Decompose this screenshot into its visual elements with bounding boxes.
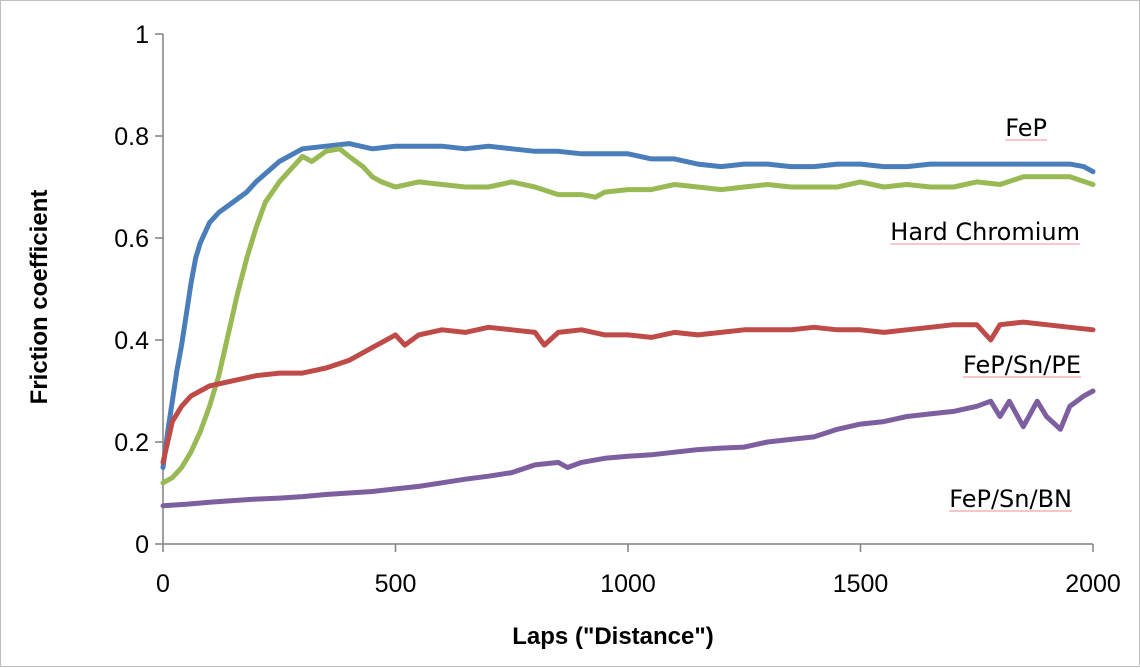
x-axis-title: Laps ("Distance") bbox=[512, 623, 713, 650]
chart-axes bbox=[162, 34, 1093, 545]
x-tick-label: 500 bbox=[375, 570, 417, 598]
series-layer bbox=[160, 141, 1096, 509]
y-tick-label: 1 bbox=[135, 21, 149, 49]
x-tick-label: 2000 bbox=[1065, 570, 1121, 598]
y-ticks: 0 0.2 0.4 0.6 0.8 1 bbox=[114, 21, 163, 559]
series-line-hard-chromium bbox=[160, 146, 1096, 486]
y-tick-label: 0 bbox=[135, 531, 149, 559]
y-tick-label: 0.2 bbox=[114, 429, 149, 457]
series-label-fep: FeP bbox=[1005, 114, 1047, 142]
series-label-fep-sn-pe: FeP/Sn/PE bbox=[963, 351, 1081, 379]
y-tick-label: 0.6 bbox=[114, 225, 149, 253]
series-line-fep-sn-pe bbox=[160, 319, 1096, 465]
y-tick-label: 0.4 bbox=[114, 327, 149, 355]
x-tick-label: 0 bbox=[156, 570, 170, 598]
series-line-fep-sn-bn bbox=[160, 388, 1096, 509]
y-axis-title: Friction coefficient bbox=[26, 190, 53, 405]
series-label-hard-chromium: Hard Chromium bbox=[890, 218, 1080, 246]
series-label-fep-sn-bn: FeP/Sn/BN bbox=[949, 485, 1072, 513]
x-ticks: 0 500 1000 1500 2000 bbox=[156, 544, 1121, 598]
y-tick-label: 0.8 bbox=[114, 123, 149, 151]
x-tick-label: 1500 bbox=[833, 570, 889, 598]
series-line-fep bbox=[160, 141, 1096, 470]
x-tick-label: 1000 bbox=[600, 570, 656, 598]
series-labels: FeP Hard Chromium FeP/Sn/PE FeP/Sn/BN bbox=[890, 114, 1081, 513]
